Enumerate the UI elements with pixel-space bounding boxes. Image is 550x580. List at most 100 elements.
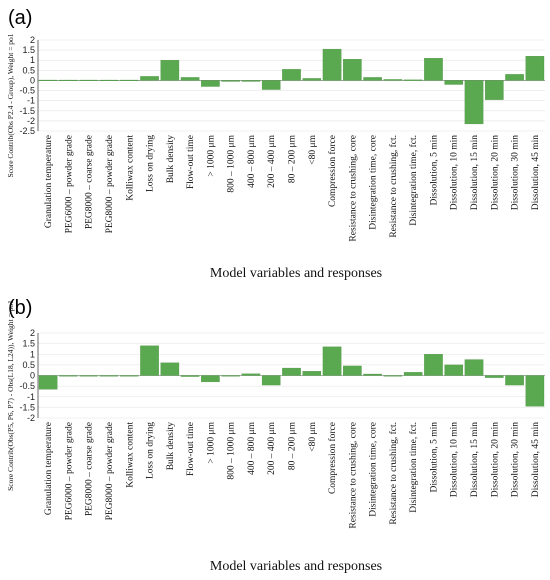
x-category-label: 80 – 200 μm	[288, 134, 298, 183]
bar	[79, 375, 98, 377]
bar	[525, 56, 545, 81]
bar	[241, 80, 261, 82]
bar	[140, 76, 159, 81]
x-category-label: Resistance to crushing, fct.	[388, 135, 399, 238]
bar	[99, 375, 119, 377]
x-category-label: Dissolution, 20 min	[490, 135, 500, 210]
x-category-label: Dissolution, 10 min	[450, 422, 460, 497]
bar	[403, 79, 423, 81]
x-category-label: Flow-out time	[186, 135, 196, 189]
x-category-label: Dissolution, 10 min	[450, 135, 460, 210]
bar	[261, 80, 281, 90]
x-category-label: Dissolution, 5 min	[429, 422, 439, 493]
y-tick-label: -2	[27, 413, 35, 423]
x-category-label: Resistance to crushing, core	[348, 422, 358, 529]
panel-label-a: (a)	[8, 7, 32, 29]
x-category-label: Loss on drying	[146, 422, 156, 479]
bar	[424, 354, 443, 376]
y-tick-label: -1	[27, 392, 35, 402]
x-category-label: 400 – 800 μm	[247, 421, 257, 474]
x-category-label: Compression force	[327, 422, 338, 494]
x-category-label: 80 – 200 μm	[288, 421, 298, 470]
y-tick-label: 0.5	[22, 65, 35, 75]
y-tick-label: -0.5	[19, 381, 35, 391]
bar	[464, 80, 484, 125]
bar	[261, 375, 281, 386]
x-category-label: Dissolution, 45 min	[531, 135, 541, 210]
bar	[38, 375, 58, 390]
bar	[444, 364, 464, 376]
bar	[180, 375, 200, 377]
y-axis-label: Score Contrib(Obs(P5, P6, P7) - Obs(L18,…	[6, 300, 15, 491]
bar	[363, 373, 382, 376]
x-category-label: Kolliwax content	[125, 422, 135, 488]
y-tick-label: 1.5	[22, 339, 35, 349]
x-category-label: PEG6000 – powder grade	[64, 422, 74, 520]
bar	[221, 375, 240, 377]
bar	[322, 346, 342, 376]
x-category-label: Disintegration time, fct.	[408, 422, 419, 513]
x-category-label: Kolliwax content	[125, 135, 135, 201]
bar	[343, 59, 362, 81]
y-tick-label: 0.5	[22, 360, 35, 370]
chart-panel-a: (a) 2 1.5 1 0.5 0 -0.5 -1 -1.5 -2 -2.5 Granulation…	[6, 7, 545, 281]
x-category-label: PEG8000 – coarse grade	[85, 135, 95, 229]
bar	[282, 69, 301, 81]
bar	[241, 373, 261, 376]
y-tick-label: -0.5	[19, 86, 35, 96]
x-category-label: Compression force	[327, 135, 338, 207]
x-category-label: Flow-out time	[186, 422, 196, 476]
x-category-label: Dissolution, 45 min	[531, 422, 541, 497]
x-category-label: 400 – 800 μm	[247, 134, 257, 187]
x-axis-label: Model variables and responses	[210, 559, 382, 574]
bar	[343, 365, 362, 376]
bar	[38, 79, 58, 81]
bar	[505, 375, 524, 386]
bar	[180, 77, 200, 81]
y-tick-label: 0	[30, 75, 35, 85]
x-category-label: PEG6000 – powder grade	[64, 135, 74, 233]
y-tick-label: 1	[30, 55, 35, 65]
bar	[403, 372, 423, 376]
x-category-label: PEG8000 – powder grade	[105, 422, 115, 520]
x-category-label: Dissolution, 30 min	[511, 135, 521, 210]
x-category-label: > 1000 μm	[206, 134, 216, 176]
bar	[363, 77, 382, 81]
bar-chart-b: (b) 21.510.50-0.5-1-1.5-2 Granulation tem…	[6, 297, 545, 574]
y-tick-label: 2	[30, 328, 35, 338]
x-category-label: Dissolution, 15 min	[470, 135, 480, 210]
x-category-label: PEG8000 – coarse grade	[85, 422, 95, 516]
bar	[282, 367, 301, 376]
bar	[383, 79, 403, 81]
y-axis-label: Score Contrib(Obs P2.4 - Group), Weight …	[6, 33, 15, 177]
bar	[201, 375, 220, 383]
y-tick-label: -1.5	[19, 106, 35, 116]
x-category-label: Disintegration time, core	[369, 422, 379, 517]
bar	[302, 78, 322, 81]
y-tick-label: 0	[30, 371, 35, 381]
x-category-label: Bulk density	[166, 422, 176, 471]
panel-label-b: (b)	[8, 297, 32, 319]
bar	[302, 371, 322, 376]
y-tick-label: 1.5	[22, 45, 35, 55]
chart-panel-b: (b) 2 1.5 1 0.5 0 -0.5 -1 -1.5 -2 Granulation tem…	[0, 290, 550, 580]
bar	[160, 60, 180, 81]
y-tick-label: -2.5	[19, 126, 35, 136]
bar	[485, 375, 504, 378]
bar	[99, 79, 119, 81]
bar	[160, 362, 180, 376]
x-category-label: Dissolution, 5 min	[429, 135, 439, 206]
bar	[505, 74, 524, 81]
x-category-label: Granulation temperature	[44, 135, 54, 228]
x-category-label: 800 – 1000 μm	[227, 421, 237, 479]
x-category-label: Disintegration time, fct.	[408, 135, 419, 226]
y-tick-label: -1	[27, 96, 35, 106]
bar	[201, 80, 220, 87]
x-category-label: Resistance to crushing, core	[348, 135, 358, 242]
bar	[119, 79, 139, 81]
bar	[140, 345, 159, 376]
bar	[525, 375, 545, 407]
x-category-label: Granulation temperature	[44, 422, 54, 515]
x-category-label: Dissolution, 30 min	[511, 422, 521, 497]
bar	[383, 375, 403, 377]
